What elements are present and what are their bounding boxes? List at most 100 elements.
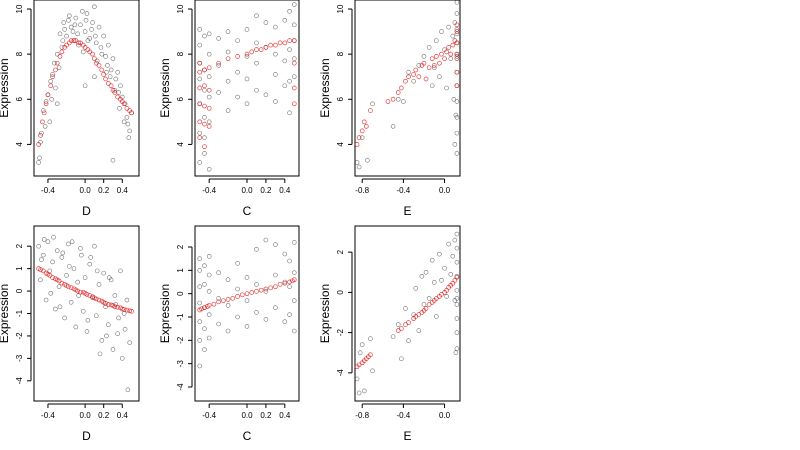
observed-point xyxy=(416,328,422,333)
fitted-point xyxy=(76,40,81,46)
fitted-point xyxy=(359,128,365,134)
fitted-point xyxy=(96,63,102,68)
fitted-point xyxy=(258,287,264,293)
fitted-point xyxy=(121,101,127,107)
observed-point xyxy=(263,92,269,98)
observed-point xyxy=(454,346,460,352)
y-tick-label: 4 xyxy=(15,142,24,147)
observed-point xyxy=(96,24,102,30)
observed-point xyxy=(127,340,133,345)
observed-point xyxy=(92,4,97,10)
observed-point xyxy=(79,252,84,258)
y-axis-title: Expression xyxy=(0,284,11,343)
fitted-point xyxy=(197,119,203,125)
observed-point xyxy=(254,13,259,19)
observed-point xyxy=(71,266,77,271)
y-tick-label: 1 xyxy=(15,266,24,271)
observed-point xyxy=(36,243,41,249)
fitted-point xyxy=(416,74,422,80)
plot-frame xyxy=(194,0,300,177)
fitted-point xyxy=(454,40,460,46)
observed-point xyxy=(287,110,292,116)
observed-point xyxy=(235,286,240,292)
observed-point xyxy=(94,58,100,64)
fitted-point xyxy=(66,284,71,289)
fitted-point xyxy=(124,105,130,111)
observed-point xyxy=(41,237,47,242)
x-tick-label: 0.4 xyxy=(279,411,291,420)
observed-point xyxy=(84,329,90,334)
observed-point xyxy=(104,69,109,75)
observed-point xyxy=(399,356,404,362)
fitted-point xyxy=(282,280,288,286)
fitted-point xyxy=(439,51,444,57)
chart-panel-4: -0.4 0.0 0.2 0.4 -4 -3 -2 -1 0 1 2 D Expression xyxy=(0,225,140,443)
fitted-point xyxy=(206,87,212,93)
observed-point xyxy=(431,280,437,285)
fitted-point xyxy=(291,85,297,91)
observed-point xyxy=(92,74,97,80)
observed-point xyxy=(202,87,207,93)
y-tick-label: 4 xyxy=(336,142,345,147)
fitted-point xyxy=(99,67,105,73)
fitted-point xyxy=(115,304,120,310)
fitted-point xyxy=(385,99,391,104)
fitted-point xyxy=(249,49,255,55)
fitted-point xyxy=(112,90,118,95)
y-tick-label: -1 xyxy=(176,313,185,321)
fitted-point xyxy=(197,101,203,107)
fitted-point xyxy=(43,101,49,107)
observed-point xyxy=(244,27,250,32)
observed-point xyxy=(48,78,54,84)
observed-point xyxy=(202,151,207,156)
observed-point xyxy=(206,94,212,100)
fitted-point xyxy=(291,101,297,107)
observed-point xyxy=(448,56,454,61)
observed-point xyxy=(124,115,130,120)
observed-point xyxy=(429,257,435,263)
y-tick-label: 6 xyxy=(336,97,345,102)
y-tick-label: 2 xyxy=(336,249,345,254)
observed-point xyxy=(72,22,78,28)
observed-point xyxy=(92,243,97,249)
fitted-point xyxy=(211,301,217,307)
fitted-point xyxy=(57,54,63,59)
observed-point xyxy=(206,254,212,259)
fitted-point xyxy=(87,49,93,55)
fitted-point xyxy=(254,288,259,294)
observed-point xyxy=(254,60,259,66)
fitted-point xyxy=(263,286,269,292)
observed-point xyxy=(118,83,123,89)
observed-point xyxy=(206,51,212,57)
x-tick-label: 0.0 xyxy=(439,411,451,420)
observed-point xyxy=(94,268,100,274)
fitted-point xyxy=(93,296,99,302)
observed-point xyxy=(225,303,231,308)
fitted-point xyxy=(448,51,454,57)
observed-point xyxy=(51,234,56,240)
observed-point xyxy=(419,273,425,279)
fitted-point xyxy=(41,110,47,116)
observed-point xyxy=(282,58,288,64)
observed-point xyxy=(197,300,203,306)
observed-point xyxy=(197,160,203,165)
observed-point xyxy=(291,328,297,334)
observed-point xyxy=(202,135,207,140)
observed-point xyxy=(124,297,130,303)
observed-point xyxy=(421,54,427,59)
observed-point xyxy=(54,51,60,57)
fitted-point xyxy=(202,67,207,73)
observed-point xyxy=(112,87,118,93)
fitted-point xyxy=(273,42,278,48)
observed-point xyxy=(452,237,458,243)
observed-point xyxy=(107,74,113,80)
observed-point xyxy=(354,376,360,382)
x-axis-title: D xyxy=(82,429,91,443)
observed-point xyxy=(202,347,207,352)
observed-point xyxy=(454,259,460,265)
observed-point xyxy=(361,388,367,394)
y-axis-title: Expression xyxy=(158,58,172,117)
observed-point xyxy=(225,49,231,55)
observed-point xyxy=(395,322,401,327)
observed-point xyxy=(426,296,432,301)
